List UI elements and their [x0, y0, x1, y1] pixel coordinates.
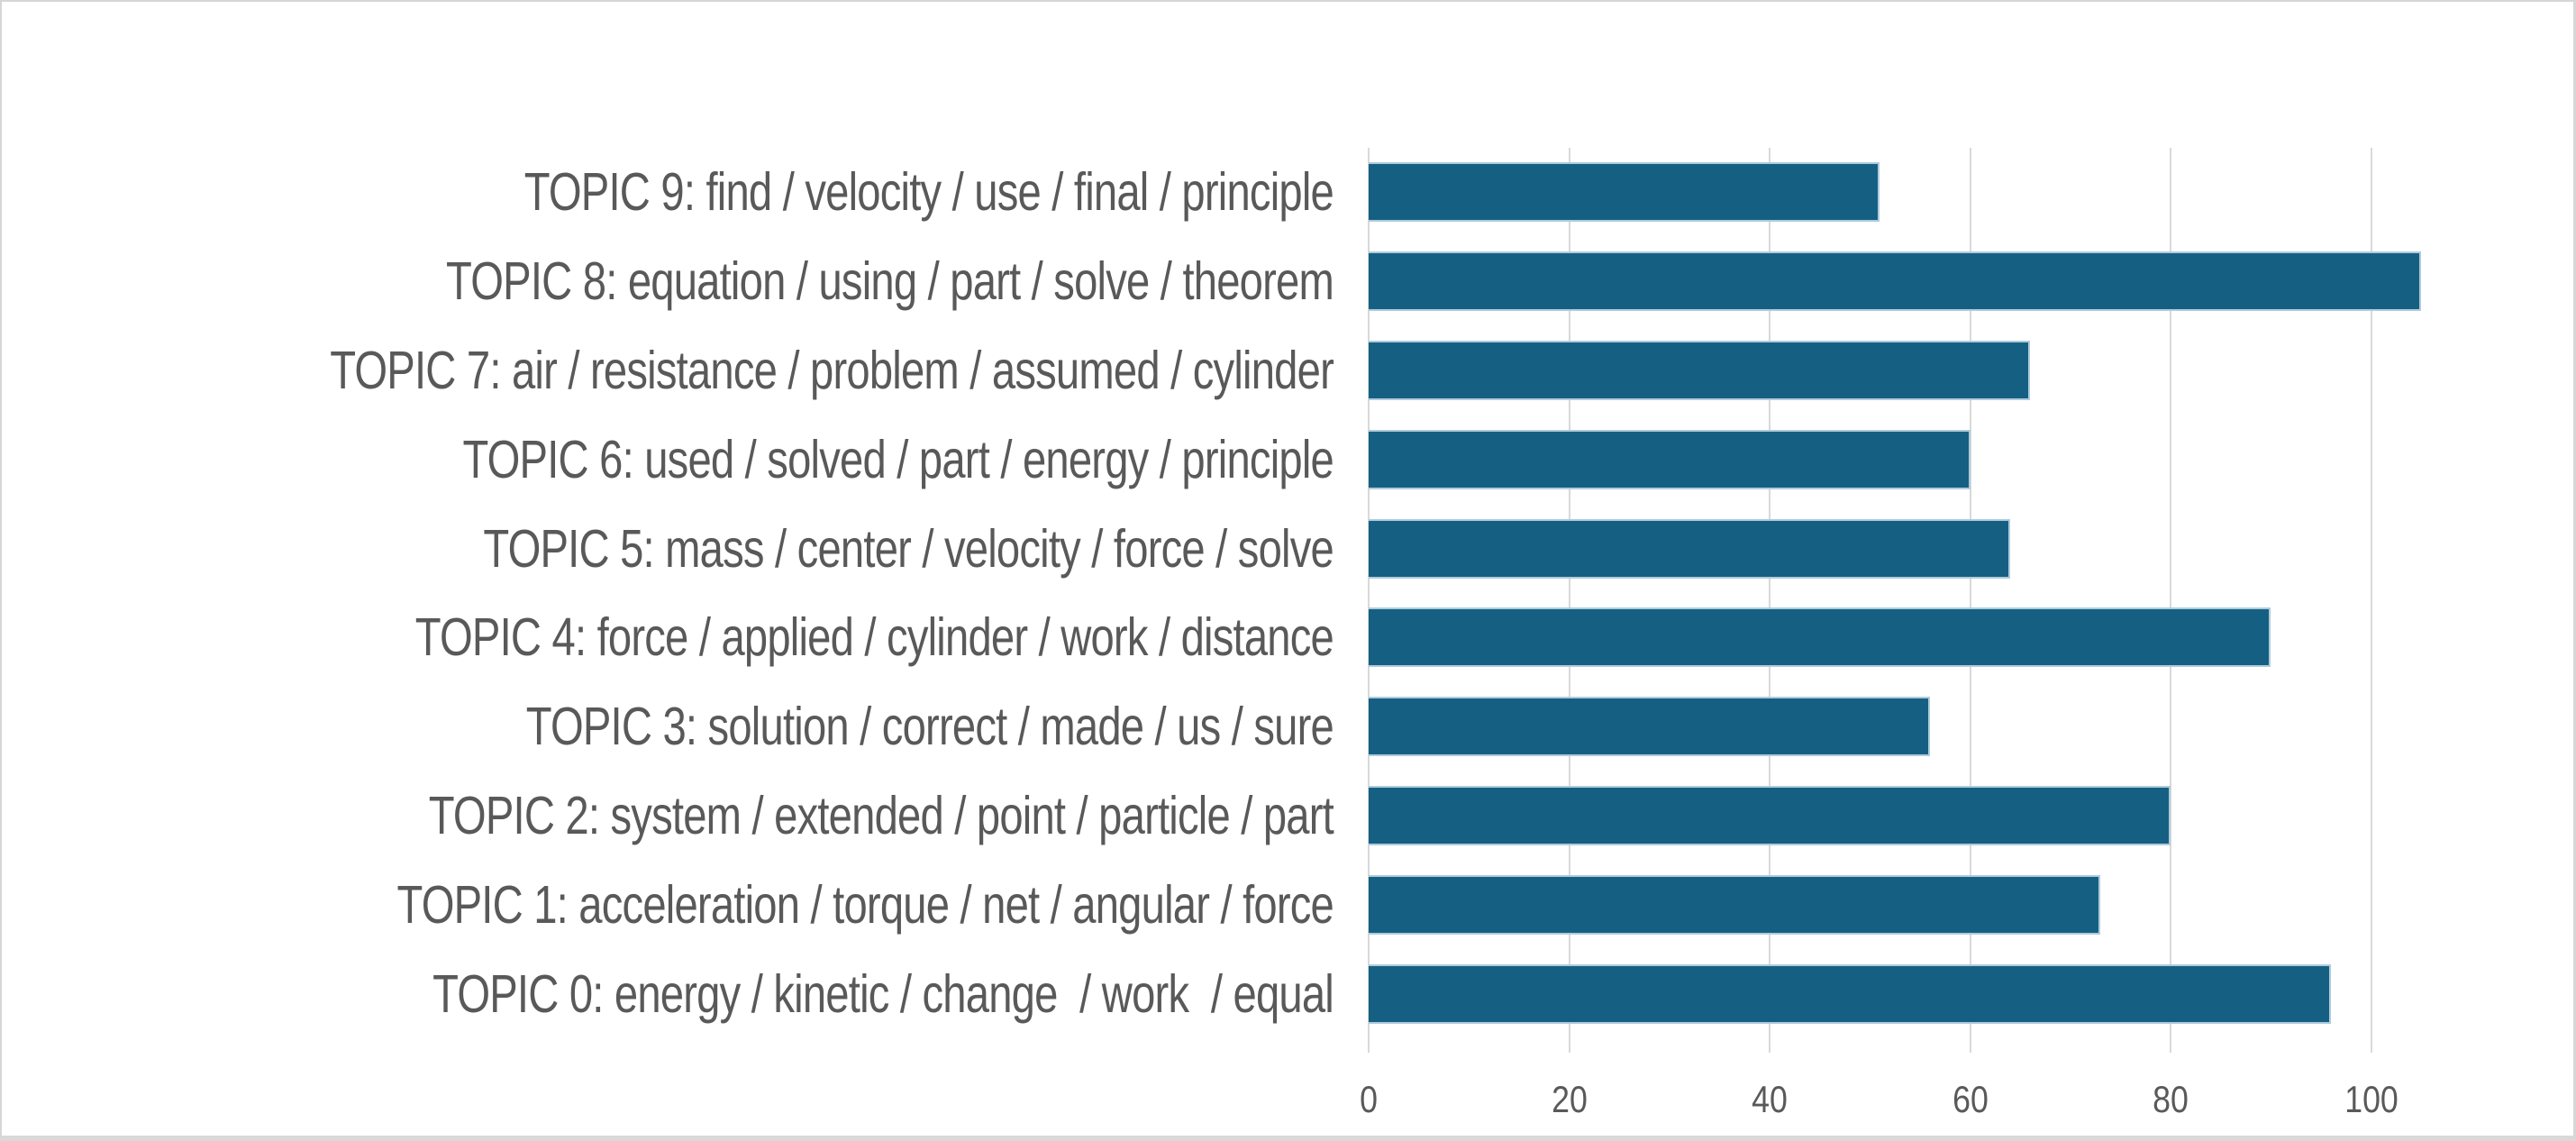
bar-topic-3: [1369, 697, 1931, 757]
category-label-topic-7: TOPIC 7: air / resistance / problem / as…: [330, 340, 1334, 400]
bar-topic-9: [1369, 162, 1880, 223]
category-label-topic-5: TOPIC 5: mass / center / velocity / forc…: [483, 518, 1334, 579]
gridline-40: [1769, 148, 1771, 1038]
bar-topic-4: [1369, 607, 2271, 668]
x-tick-mark-100: [2370, 1038, 2372, 1053]
x-tick-mark-20: [1568, 1038, 1570, 1053]
x-tick-label-40: 40: [1752, 1078, 1788, 1120]
category-label-topic-9: TOPIC 9: find / velocity / use / final /…: [523, 162, 1334, 223]
category-label-topic-4: TOPIC 4: force / applied / cylinder / wo…: [414, 607, 1334, 668]
x-tick-mark-60: [1969, 1038, 1971, 1053]
gridline-80: [2170, 148, 2172, 1038]
category-label-topic-2: TOPIC 2: system / extended / point / par…: [428, 785, 1334, 845]
x-tick-label-20: 20: [1551, 1078, 1588, 1120]
bar-topic-6: [1369, 429, 1971, 489]
bar-topic-8: [1369, 251, 2422, 312]
bar-topic-5: [1369, 518, 2011, 579]
gridline-0: [1368, 148, 1370, 1038]
x-tick-label-80: 80: [2153, 1078, 2189, 1120]
gridline-100: [2370, 148, 2372, 1038]
gridline-20: [1568, 148, 1570, 1038]
x-tick-label-100: 100: [2344, 1078, 2399, 1120]
x-tick-label-60: 60: [1952, 1078, 1989, 1120]
bar-topic-2: [1369, 786, 2171, 845]
x-tick-label-0: 0: [1360, 1078, 1378, 1120]
x-tick-mark-80: [2170, 1038, 2172, 1053]
category-label-topic-3: TOPIC 3: solution / correct / made / us …: [525, 697, 1334, 757]
category-label-topic-1: TOPIC 1: acceleration / torque / net / a…: [396, 874, 1334, 935]
category-label-topic-8: TOPIC 8: equation / using / part / solve…: [446, 251, 1334, 312]
category-label-topic-6: TOPIC 6: used / solved / part / energy /…: [462, 429, 1334, 489]
bar-topic-1: [1369, 874, 2101, 935]
bar-topic-0: [1369, 963, 2332, 1024]
bar-topic-7: [1369, 341, 2031, 400]
x-tick-mark-0: [1368, 1038, 1370, 1053]
category-label-topic-0: TOPIC 0: energy / kinetic / change / wor…: [432, 963, 1334, 1024]
x-tick-mark-40: [1769, 1038, 1771, 1053]
gridline-60: [1969, 148, 1971, 1038]
